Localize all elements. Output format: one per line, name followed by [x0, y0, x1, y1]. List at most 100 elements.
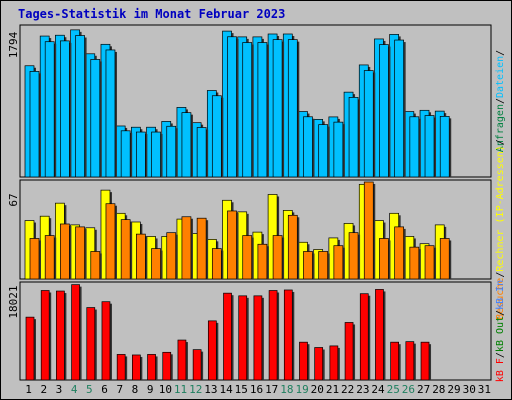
bar-visits-besuche-day-17 [272, 235, 283, 280]
bar-kbytes-kb-f-day-6 [101, 301, 111, 381]
panel-visits-legend: Besuche/Rechner (IP-Adressen)/ [495, 139, 506, 320]
bar-requests-dateien-day-10 [166, 125, 177, 178]
day-label-24: 24 [371, 383, 385, 396]
bar-requests-dateien-day-3 [60, 40, 70, 178]
bar-requests-dateien-day-18 [287, 39, 298, 178]
bar-visits-besuche-day-1 [29, 238, 40, 280]
bar-kbytes-kb-f-day-10 [162, 351, 172, 381]
bar-requests-dateien-day-24 [379, 44, 389, 178]
bar-requests-dateien-day-13 [211, 95, 222, 178]
bar-requests-dateien-day-15 [242, 42, 253, 178]
bar-requests-dateien-day-17 [272, 39, 283, 178]
bar-visits-besuche-day-23 [363, 181, 374, 280]
bar-kbytes-kb-f-day-2 [40, 290, 50, 381]
day-label-30: 30 [463, 383, 476, 396]
bar-requests-dateien-day-1 [29, 71, 40, 178]
legend-entry: / [495, 98, 506, 104]
bar-kbytes-kb-f-day-27 [420, 341, 430, 381]
bar-visits-besuche-day-20 [318, 251, 329, 280]
bar-requests-dateien-day-26 [409, 116, 420, 178]
day-label-10: 10 [159, 383, 172, 396]
panel-requests-max-label: 1794 [7, 31, 20, 58]
bar-requests-dateien-day-9 [151, 131, 161, 178]
bar-visits-besuche-day-15 [242, 235, 253, 280]
bar-visits-besuche-day-10 [166, 232, 177, 280]
bar-visits-besuche-day-19 [303, 251, 313, 280]
panel-visits-max-label: 67 [7, 193, 20, 206]
day-label-6: 6 [101, 383, 108, 396]
panel-requests-legend: Anfragen/Dateien/ [495, 50, 506, 152]
day-label-1: 1 [25, 383, 32, 396]
day-label-2: 2 [40, 383, 47, 396]
legend-entry: Anfragen [495, 104, 506, 152]
bar-kbytes-kb-f-day-12 [192, 349, 202, 381]
legend-entry: kB In [495, 280, 506, 310]
bar-requests-dateien-day-5 [90, 59, 101, 178]
day-label-25: 25 [387, 383, 400, 396]
bar-kbytes-kb-f-day-20 [314, 347, 324, 381]
day-label-12: 12 [189, 383, 202, 396]
day-label-3: 3 [56, 383, 63, 396]
bar-visits-besuche-day-3 [60, 223, 70, 280]
bar-visits-besuche-day-4 [75, 226, 85, 280]
panel-kbytes-legend: kB F/kB Out/kB In [495, 280, 506, 382]
day-label-28: 28 [432, 383, 445, 396]
day-label-31: 31 [478, 383, 491, 396]
bar-requests-dateien-day-27 [424, 115, 435, 178]
legend-entry: Rechner (IP-Adressen) [495, 145, 506, 271]
bar-requests-dateien-day-22 [348, 97, 359, 178]
bar-requests-dateien-day-19 [303, 116, 313, 178]
bar-visits-besuche-day-11 [181, 216, 192, 280]
bar-requests-dateien-day-21 [333, 121, 344, 178]
bar-kbytes-kb-f-day-5 [86, 307, 96, 381]
bar-requests-dateien-day-12 [196, 127, 207, 178]
bar-requests-dateien-day-11 [181, 112, 192, 178]
day-label-19: 19 [295, 383, 308, 396]
bar-visits-besuche-day-21 [333, 245, 344, 280]
bar-kbytes-kb-f-day-16 [253, 295, 263, 381]
day-label-20: 20 [311, 383, 324, 396]
bar-kbytes-kb-f-day-22 [344, 322, 354, 381]
bar-visits-besuche-day-26 [409, 246, 420, 280]
legend-entry: / [495, 50, 506, 56]
bar-kbytes-kb-f-day-13 [207, 320, 217, 381]
panel-kbytes-max-label: 18021 [7, 285, 20, 318]
bar-visits-besuche-day-13 [211, 248, 222, 280]
bar-requests-dateien-day-6 [105, 49, 116, 178]
bar-kbytes-kb-f-day-4 [71, 284, 80, 381]
day-label-17: 17 [265, 383, 278, 396]
legend-entry: kB F [495, 358, 506, 382]
bar-visits-besuche-day-8 [136, 233, 146, 280]
day-label-8: 8 [132, 383, 139, 396]
bar-requests-dateien-day-2 [44, 41, 55, 178]
bar-visits-besuche-day-28 [439, 238, 450, 280]
legend-entry: Besuche [495, 278, 506, 320]
chart-title: Tages-Statistik im Monat Februar 2023 [18, 7, 286, 21]
bar-kbytes-kb-f-day-19 [299, 341, 308, 381]
day-label-27: 27 [417, 383, 430, 396]
legend-entry: Dateien [495, 56, 506, 98]
day-label-15: 15 [235, 383, 248, 396]
bar-kbytes-kb-f-day-17 [268, 290, 278, 381]
bar-kbytes-kb-f-day-24 [375, 289, 384, 381]
day-label-26: 26 [402, 383, 415, 396]
bar-visits-besuche-day-22 [348, 232, 359, 280]
bar-kbytes-kb-f-day-26 [405, 341, 415, 381]
bar-kbytes-kb-f-day-1 [25, 316, 35, 381]
bar-kbytes-kb-f-day-15 [238, 295, 248, 381]
bar-requests-dateien-day-8 [136, 131, 146, 178]
day-label-18: 18 [280, 383, 293, 396]
bar-requests-dateien-day-4 [75, 35, 85, 178]
bar-visits-besuche-day-6 [105, 203, 116, 280]
bar-visits-besuche-day-9 [151, 248, 161, 280]
bar-kbytes-kb-f-day-23 [359, 293, 369, 381]
day-label-11: 11 [174, 383, 187, 396]
legend-entry: / [495, 139, 506, 145]
bar-visits-besuche-day-16 [257, 243, 268, 280]
bar-requests-dateien-day-23 [363, 70, 374, 178]
day-label-7: 7 [116, 383, 123, 396]
bar-kbytes-kb-f-day-14 [223, 292, 232, 381]
legend-entry: / [495, 310, 506, 316]
bar-kbytes-kb-f-day-18 [283, 289, 293, 381]
bar-visits-besuche-day-14 [227, 210, 237, 280]
